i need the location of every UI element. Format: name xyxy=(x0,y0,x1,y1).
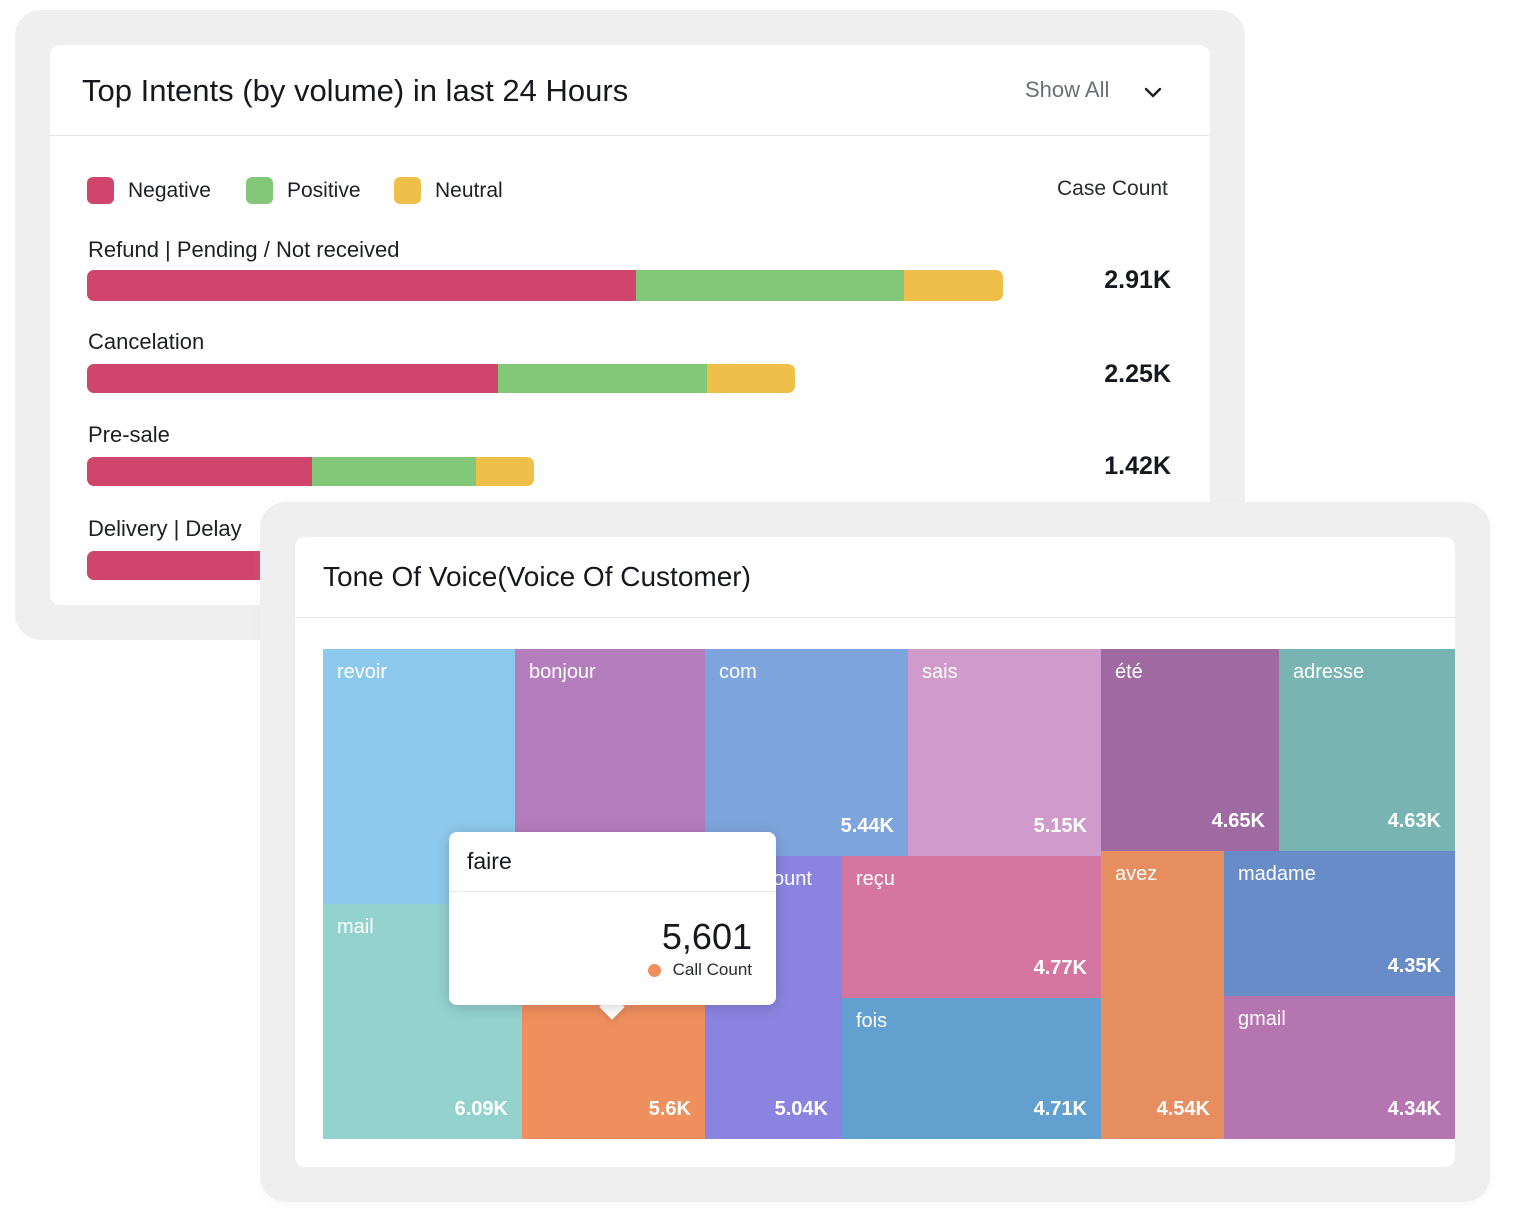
show-all-dropdown[interactable]: Show All xyxy=(1025,77,1110,102)
tile-value: 4.34K xyxy=(1387,1098,1441,1120)
header-divider xyxy=(50,135,1210,136)
tile-value: 5.44K xyxy=(840,815,894,837)
bar-segment-positive xyxy=(636,270,904,301)
legend-label-negative: Negative xyxy=(128,178,211,202)
bar-segment-neutral xyxy=(707,364,796,393)
tooltip-metric-label: Call Count xyxy=(672,960,752,979)
intent-label-cancelation: Cancelation xyxy=(88,329,205,354)
legend-label-neutral: Neutral xyxy=(435,178,503,202)
intent-count-cancelation: 2.25K xyxy=(1104,360,1171,388)
legend-swatch-neutral xyxy=(394,177,421,204)
bar-segment-positive xyxy=(497,364,708,393)
tile-label: reçu xyxy=(856,868,895,890)
intent-bar-cancelation[interactable] xyxy=(87,364,796,393)
bar-segment-negative xyxy=(87,457,313,486)
header-divider xyxy=(295,617,1455,618)
tile-label: com xyxy=(719,661,757,683)
tile-value: 4.35K xyxy=(1387,955,1441,977)
legend-label-positive: Positive xyxy=(287,178,361,202)
treemap-tile-reçu[interactable]: reçu 4.77K xyxy=(842,856,1101,998)
intent-bar-presale[interactable] xyxy=(87,457,534,486)
treemap-tile-adresse[interactable]: adresse 4.63K xyxy=(1279,649,1455,851)
treemap-tile-gmail[interactable]: gmail 4.34K xyxy=(1224,996,1455,1139)
tile-label: adresse xyxy=(1293,661,1365,683)
tooltip-value: 5,601 xyxy=(661,916,752,957)
intent-bar-refund[interactable] xyxy=(87,270,1003,301)
tile-value: 6.09K xyxy=(454,1098,508,1120)
tile-value: 4.54K xyxy=(1156,1098,1210,1120)
legend-item-positive[interactable]: Positive xyxy=(246,177,361,204)
bar-segment-neutral xyxy=(903,270,1003,301)
bar-segment-neutral xyxy=(475,457,534,486)
legend-swatch-positive xyxy=(246,177,273,204)
bar-segment-negative xyxy=(87,364,498,393)
intent-label-refund: Refund | Pending / Not received xyxy=(88,237,400,262)
treemap-tooltip: faire 5,601 Call Count xyxy=(449,832,776,1005)
tile-label: fois xyxy=(856,1010,888,1032)
tile-label: ount xyxy=(773,868,812,890)
treemap-tile-mail[interactable]: mail 6.09K xyxy=(323,904,522,1139)
intent-count-refund: 2.91K xyxy=(1104,266,1171,294)
treemap-tile-été[interactable]: été 4.65K xyxy=(1101,649,1279,851)
treemap-tile-com[interactable]: com 5.44K xyxy=(705,649,908,856)
bar-segment-positive xyxy=(312,457,476,486)
legend-item-neutral[interactable]: Neutral xyxy=(394,177,503,204)
tooltip-title: faire xyxy=(467,848,512,874)
intent-label-delivery: Delivery | Delay xyxy=(88,516,242,541)
tile-value: 5.6K xyxy=(648,1098,691,1120)
tile-value: 4.77K xyxy=(1033,957,1087,979)
case-count-header: Case Count xyxy=(1057,177,1168,200)
legend-swatch-negative xyxy=(87,177,114,204)
tile-value: 5.15K xyxy=(1033,815,1087,837)
tile-label: avez xyxy=(1115,863,1158,885)
tile-value: 4.63K xyxy=(1387,810,1441,832)
legend-item-negative[interactable]: Negative xyxy=(87,177,211,204)
intent-count-presale: 1.42K xyxy=(1104,452,1171,480)
treemap-tile-fois[interactable]: fois 4.71K xyxy=(842,998,1101,1139)
tone-card-title: Tone Of Voice(Voice Of Customer) xyxy=(323,561,751,592)
tile-label: revoir xyxy=(337,661,388,683)
treemap-tile-bonjour[interactable]: bonjour xyxy=(515,649,705,834)
tile-label: sais xyxy=(922,661,958,683)
chevron-down-icon[interactable] xyxy=(1142,81,1164,103)
tooltip-metric: Call Count xyxy=(647,960,752,980)
treemap-tile-madame[interactable]: madame 4.35K xyxy=(1224,851,1455,996)
tile-label: bonjour xyxy=(529,661,596,683)
tile-label: gmail xyxy=(1238,1008,1286,1030)
tile-label: mail xyxy=(337,916,374,938)
treemap-tile-sais[interactable]: sais 5.15K xyxy=(908,649,1101,856)
tile-value: 4.65K xyxy=(1211,810,1265,832)
bar-segment-negative xyxy=(87,270,637,301)
tooltip-divider xyxy=(449,891,776,892)
tooltip-dot xyxy=(647,963,661,977)
tile-value: 4.71K xyxy=(1033,1098,1087,1120)
treemap-tile-avez[interactable]: avez 4.54K xyxy=(1101,851,1224,1139)
tile-label: été xyxy=(1115,661,1143,683)
tile-value: 5.04K xyxy=(774,1098,828,1120)
tile-label: madame xyxy=(1238,863,1316,885)
intents-card-title: Top Intents (by volume) in last 24 Hours xyxy=(82,73,629,108)
intent-label-presale: Pre-sale xyxy=(88,422,170,447)
